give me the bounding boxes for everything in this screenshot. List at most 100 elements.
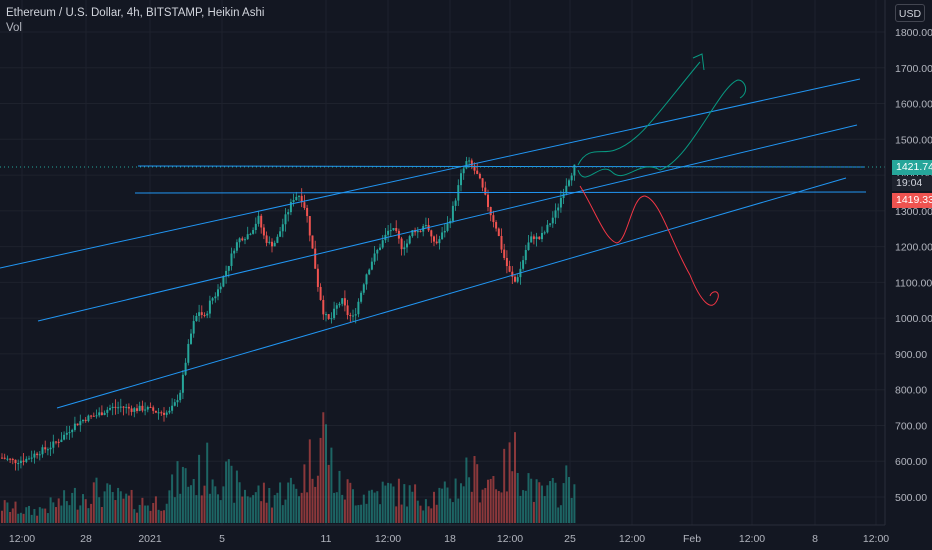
volume-bar [362, 494, 365, 523]
volume-bar [71, 492, 74, 523]
candle-body [73, 423, 76, 430]
currency-button[interactable]: USD [895, 4, 925, 22]
candle-body [260, 215, 263, 228]
candle-body [330, 318, 333, 320]
candle-body [370, 261, 373, 270]
volume-bar [551, 477, 554, 523]
volume-bar [241, 496, 244, 523]
volume-bar [55, 507, 57, 523]
candle-body [376, 249, 379, 254]
candle-body [90, 415, 93, 417]
volume-bar [103, 491, 106, 523]
candle-body [487, 194, 489, 208]
candle-body [281, 224, 284, 232]
candle-body [200, 312, 203, 315]
volume-bar [446, 487, 449, 523]
volume-bar [546, 485, 549, 523]
candle-body [171, 405, 174, 411]
candle-body [165, 412, 168, 415]
volume-bar [478, 502, 481, 523]
candle-body [527, 242, 530, 251]
candle-body [430, 230, 433, 237]
candle-body [522, 260, 525, 269]
candle-body [119, 406, 122, 408]
volume-bar [303, 464, 306, 523]
volume-bar [322, 412, 325, 523]
volume-bar [187, 486, 190, 523]
candle-body [476, 170, 479, 174]
candle-body [289, 202, 292, 213]
candle-body [327, 314, 330, 319]
candle-body [508, 266, 511, 272]
volume-label: Vol [6, 22, 22, 34]
candle-body [25, 458, 28, 462]
candle-body [144, 409, 147, 411]
candle-body [82, 419, 84, 422]
volume-bar [127, 495, 130, 523]
symbol-title: Ethereum / U.S. Dollar, 4h, BITSTAMP, He… [6, 7, 265, 19]
volume-bar [119, 491, 122, 523]
time-tick-label: 25 [564, 533, 576, 545]
volume-bar [368, 490, 371, 523]
candle-body [273, 242, 276, 247]
candle-body [41, 447, 44, 455]
volume-bar [338, 470, 341, 523]
volume-bar [154, 496, 157, 523]
volume-bar [211, 479, 214, 523]
volume-bar [257, 485, 260, 523]
candle-body [52, 441, 55, 448]
volume-bar [117, 487, 120, 523]
candle-body [341, 298, 344, 304]
volume-bar [36, 515, 39, 523]
volume-bar [384, 485, 387, 523]
volume-bar [262, 482, 265, 523]
volume-bar [370, 489, 373, 523]
volume-bar [424, 499, 427, 523]
price-tick-label: 1600.00 [895, 99, 932, 111]
volume-bar [95, 477, 98, 523]
volume-bar [111, 492, 114, 523]
volume-bar [52, 502, 55, 523]
volume-bar [109, 484, 111, 523]
volume-bar [41, 508, 44, 523]
volume-bar [149, 510, 152, 523]
candle-body [287, 212, 290, 215]
candle-body [63, 434, 66, 440]
candle-body [257, 215, 260, 224]
volume-bar [273, 495, 276, 523]
candle-body [505, 257, 508, 267]
volume-bar [327, 464, 330, 523]
volume-bar [422, 510, 425, 523]
volume-bar [427, 506, 430, 523]
volume-bar [260, 501, 263, 523]
volume-bar [246, 496, 249, 523]
candle-body [95, 415, 98, 417]
volume-bar [19, 512, 22, 523]
candle-body [559, 197, 562, 208]
candle-body [106, 409, 109, 413]
candle-body [154, 410, 157, 413]
candle-body [346, 305, 349, 316]
candle-body [311, 235, 314, 249]
trend-line [56, 177, 847, 409]
candle-body [573, 164, 576, 176]
volume-bar [514, 432, 516, 523]
volume-bar [497, 491, 500, 523]
candle-body [214, 296, 217, 299]
volume-bar [454, 478, 457, 523]
volume-bar [157, 509, 160, 523]
volume-bar [443, 481, 446, 523]
volume-bar [538, 482, 541, 523]
volume-bar [287, 482, 290, 523]
candle-body [532, 236, 535, 239]
volume-bar [346, 479, 349, 523]
candle-body [565, 185, 568, 194]
candle-body [554, 210, 557, 218]
candle-body [227, 265, 230, 271]
candle-body [100, 412, 103, 416]
volume-bar [449, 498, 452, 523]
candle-body [530, 236, 533, 243]
candle-body [557, 207, 560, 211]
candle-body [79, 421, 82, 426]
